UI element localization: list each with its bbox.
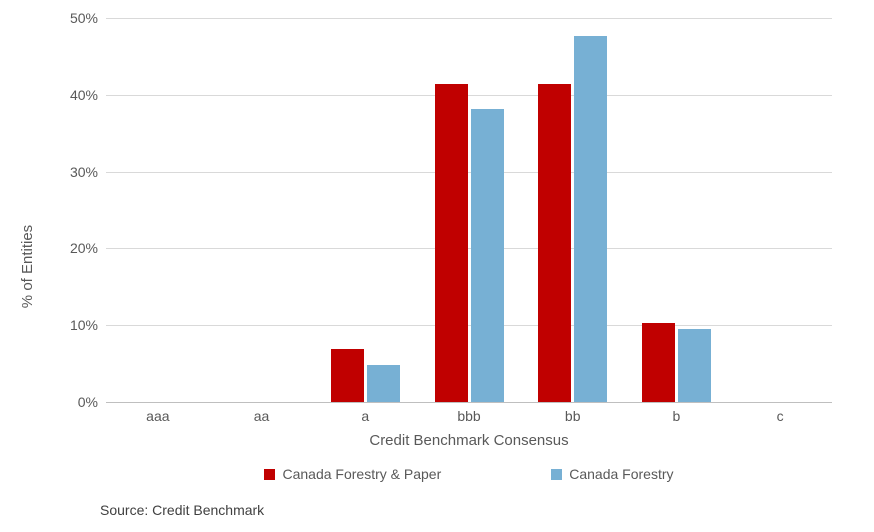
bar bbox=[435, 84, 468, 402]
y-tick-label: 20% bbox=[38, 240, 98, 256]
chart-container: % of Entities Credit Benchmark Consensus… bbox=[0, 0, 874, 532]
gridline bbox=[106, 95, 832, 96]
gridline bbox=[106, 18, 832, 19]
bar bbox=[471, 109, 504, 402]
legend: Canada Forestry & Paper Canada Forestry bbox=[106, 466, 832, 482]
x-tick-label: aa bbox=[222, 408, 302, 424]
legend-item: Canada Forestry bbox=[551, 466, 673, 482]
x-tick-label: b bbox=[636, 408, 716, 424]
bar bbox=[678, 329, 711, 402]
y-axis-label: % of Entities bbox=[18, 0, 38, 532]
gridline bbox=[106, 172, 832, 173]
x-tick-label: bbb bbox=[429, 408, 509, 424]
x-tick-label: c bbox=[740, 408, 820, 424]
bar bbox=[574, 36, 607, 402]
legend-swatch bbox=[551, 469, 562, 480]
bar bbox=[642, 323, 675, 402]
x-tick-label: bb bbox=[533, 408, 613, 424]
y-tick-label: 0% bbox=[38, 394, 98, 410]
y-tick-label: 10% bbox=[38, 317, 98, 333]
x-axis-label: Credit Benchmark Consensus bbox=[106, 432, 832, 449]
legend-label: Canada Forestry bbox=[569, 466, 673, 482]
source-text: Source: Credit Benchmark bbox=[100, 502, 264, 518]
y-axis-label-text: % of Entities bbox=[20, 224, 37, 307]
bar bbox=[538, 84, 571, 402]
gridline bbox=[106, 248, 832, 249]
gridline bbox=[106, 402, 832, 403]
legend-label: Canada Forestry & Paper bbox=[282, 466, 441, 482]
y-tick-label: 30% bbox=[38, 164, 98, 180]
legend-item: Canada Forestry & Paper bbox=[264, 466, 441, 482]
plot-area bbox=[106, 18, 832, 402]
y-tick-label: 50% bbox=[38, 10, 98, 26]
y-tick-label: 40% bbox=[38, 87, 98, 103]
gridline bbox=[106, 325, 832, 326]
legend-swatch bbox=[264, 469, 275, 480]
x-tick-label: a bbox=[325, 408, 405, 424]
bar bbox=[367, 365, 400, 402]
x-tick-label: aaa bbox=[118, 408, 198, 424]
bar bbox=[331, 349, 364, 402]
